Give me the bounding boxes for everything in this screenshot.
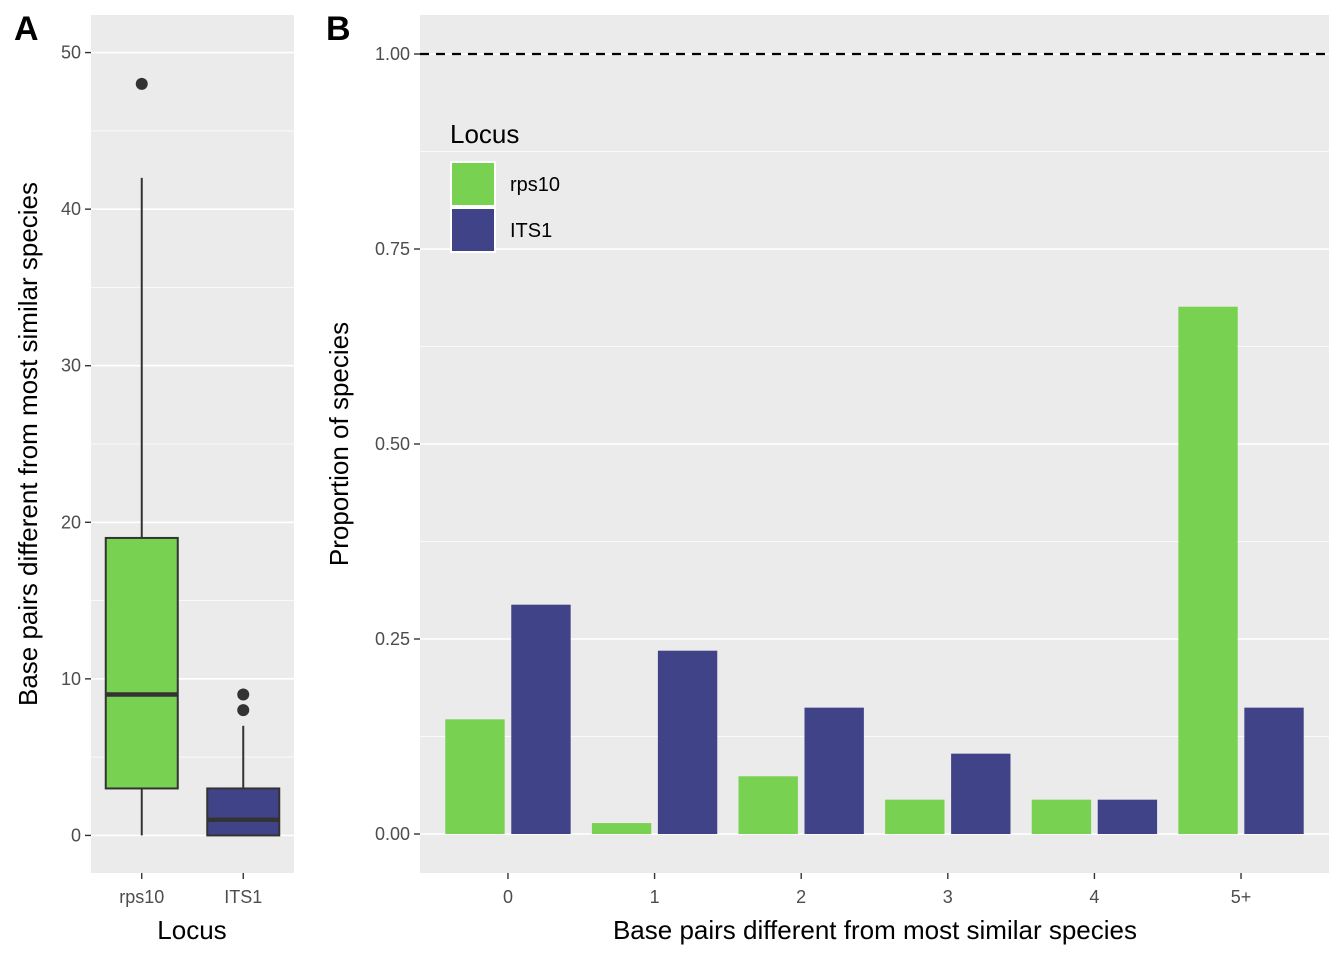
box-iqr: [206, 787, 281, 837]
x-tick-label: 2: [796, 887, 806, 907]
legend-title: Locus: [450, 119, 519, 149]
bar-ITS1-3: [951, 753, 1011, 834]
y-tick-label: 0: [71, 825, 81, 845]
panel-b-x-ticks: 0 1 2 3 4 5+: [503, 873, 1251, 907]
panel-a-x-axis-title: Locus: [157, 915, 226, 945]
panel-b-y-axis-title: Proportion of species: [324, 322, 354, 566]
legend: Locus rps10 ITS1: [450, 119, 560, 253]
panel-b-bars: [445, 306, 1304, 835]
legend-label-rps10: rps10: [510, 174, 560, 196]
legend-swatch-ITS1: [450, 207, 496, 253]
panel-a-tag: A: [14, 10, 39, 48]
y-tick-label: 1.00: [375, 44, 410, 64]
panel-b-y-ticks: 0.00 0.25 0.50 0.75 1.00: [375, 44, 420, 844]
y-tick-label: 0.25: [375, 629, 410, 649]
panel-b-x-axis-title: Base pairs different from most similar s…: [613, 915, 1137, 945]
bar-rps10-2: [738, 776, 798, 834]
x-tick-label: ITS1: [224, 887, 262, 907]
bar-ITS1-2: [804, 707, 864, 834]
panel-b: B 0.00 0.25 0.50 0.75 1.00 0 1 2 3 4 5+ Base pair…: [324, 10, 1329, 945]
bar-rps10-4: [1031, 799, 1092, 834]
boxplot-rps10: [104, 77, 179, 836]
x-tick-label: 5+: [1231, 887, 1252, 907]
x-tick-label: 1: [650, 887, 660, 907]
bar-rps10-1: [591, 823, 652, 834]
y-tick-label: 0.00: [375, 824, 410, 844]
y-tick-label: 50: [61, 43, 81, 63]
bar-rps10-5+: [1178, 306, 1238, 835]
bar-rps10-0: [445, 719, 505, 834]
panel-a-y-axis-title: Base pairs different from most similar s…: [13, 182, 43, 706]
outlier-point: [237, 704, 250, 717]
bar-ITS1-5+: [1244, 707, 1304, 834]
outlier-point: [237, 688, 250, 701]
panel-a-boxplots: [104, 77, 281, 837]
y-tick-label: 20: [61, 512, 81, 532]
x-tick-label: 0: [503, 887, 513, 907]
panel-a-y-ticks: 0 10 20 30 40 50: [61, 43, 91, 845]
y-tick-label: 30: [61, 356, 81, 376]
y-tick-label: 0.75: [375, 239, 410, 259]
panel-a-gridlines: [91, 51, 294, 837]
bar-rps10-3: [885, 799, 945, 834]
bar-ITS1-4: [1097, 799, 1158, 834]
panel-a: A 0 10 20 30 40 50 rps10 ITS1 Locus Base pairs…: [13, 10, 294, 945]
y-tick-label: 0.50: [375, 434, 410, 454]
legend-label-ITS1: ITS1: [510, 220, 552, 242]
panel-a-x-ticks: rps10 ITS1: [119, 873, 262, 907]
y-tick-label: 40: [61, 199, 81, 219]
box-iqr: [104, 536, 179, 790]
panel-b-tag: B: [326, 10, 351, 48]
x-tick-label: 3: [943, 887, 953, 907]
bar-ITS1-1: [657, 650, 718, 834]
y-tick-label: 10: [61, 669, 81, 689]
x-tick-label: rps10: [119, 887, 164, 907]
outlier-point: [135, 77, 148, 90]
x-tick-label: 4: [1089, 887, 1099, 907]
legend-swatch-rps10: [450, 161, 496, 207]
bar-ITS1-0: [511, 604, 571, 834]
boxplot-ITS1: [206, 688, 281, 837]
